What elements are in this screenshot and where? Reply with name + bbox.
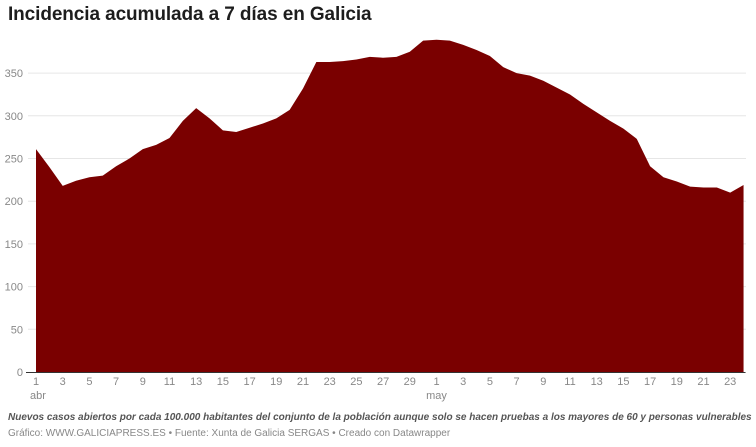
x-tick-label: 23 — [324, 376, 336, 388]
x-tick-label: 1 — [33, 376, 39, 388]
x-tick-label: 17 — [243, 376, 255, 388]
x-tick-label: 5 — [86, 376, 92, 388]
x-tick-label: 9 — [140, 376, 146, 388]
x-tick-label: 7 — [113, 376, 119, 388]
x-tick-label: 23 — [724, 376, 736, 388]
x-tick-label: 27 — [377, 376, 389, 388]
x-tick-label: 13 — [190, 376, 202, 388]
x-tick-label: 29 — [404, 376, 416, 388]
x-tick-label: 9 — [540, 376, 546, 388]
x-tick-label: 15 — [617, 376, 629, 388]
x-month-label: abr — [30, 390, 46, 402]
x-tick-label: 17 — [644, 376, 656, 388]
x-tick-label: 21 — [697, 376, 709, 388]
y-tick-label: 300 — [5, 111, 23, 123]
y-tick-label: 350 — [5, 68, 23, 80]
x-axis-labels: 1 abr 3 5 7 9 11 13 15 17 19 21 23 25 27 29 1 may 3 5 7 9 11 13… — [30, 376, 736, 402]
y-axis-labels: 0 50 100 150 200 250 300 350 — [5, 68, 23, 379]
x-tick-label: 19 — [671, 376, 683, 388]
chart-title: Incidencia acumulada a 7 días en Galicia — [8, 4, 372, 25]
x-tick-label: 25 — [350, 376, 362, 388]
x-tick-label: 3 — [60, 376, 66, 388]
x-tick-label: 11 — [164, 376, 175, 388]
incidence-area — [36, 39, 744, 372]
chart-notes: Nuevos casos abiertos por cada 100.000 h… — [8, 412, 752, 423]
y-tick-label: 250 — [5, 154, 23, 166]
x-month-label: may — [426, 390, 447, 402]
y-tick-label: 50 — [11, 324, 23, 336]
x-tick-label: 13 — [591, 376, 603, 388]
x-tick-label: 7 — [514, 376, 520, 388]
y-tick-label: 200 — [5, 196, 23, 208]
chart-credit: Gráfico: WWW.GALICIAPRESS.ES • Fuente: X… — [8, 428, 451, 439]
x-tick-label: 5 — [487, 376, 493, 388]
x-tick-label: 1 — [433, 376, 439, 388]
x-tick-label: 15 — [217, 376, 229, 388]
x-tick-label: 21 — [297, 376, 309, 388]
x-tick-label: 19 — [270, 376, 282, 388]
y-tick-label: 150 — [5, 239, 23, 251]
y-tick-label: 0 — [17, 367, 23, 379]
x-tick-label: 3 — [460, 376, 466, 388]
x-tick-label: 11 — [564, 376, 575, 388]
y-tick-label: 100 — [5, 282, 23, 294]
